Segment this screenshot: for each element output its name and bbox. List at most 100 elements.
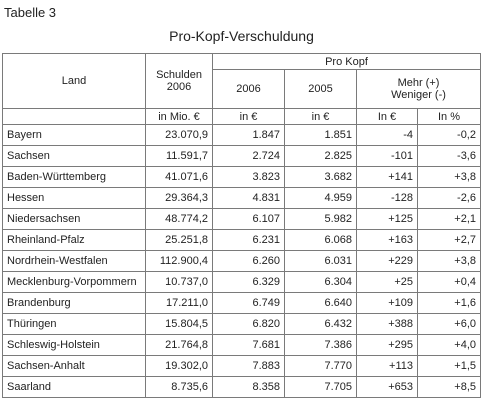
cell-diff-eur: +653 xyxy=(356,376,418,398)
header-year-2006: 2006 xyxy=(212,69,285,109)
header-difference: Mehr (+) Weniger (-) xyxy=(356,69,481,109)
table-row: Rheinland-Pfalz 25.251,8 6.231 6.068 +163 +2,… xyxy=(2,229,481,251)
unit-schulden: in Mio. € xyxy=(145,108,213,125)
table-row: Mecklenburg-Vorpommern 10.737,0 6.329 6.304… xyxy=(2,271,481,293)
cell-schulden: 29.364,3 xyxy=(145,187,213,209)
table-title: Pro-Kopf-Verschuldung xyxy=(169,28,314,44)
unit-2005: in € xyxy=(284,108,357,125)
cell-per-capita-2006: 7.681 xyxy=(212,334,285,356)
cell-per-capita-2006: 6.231 xyxy=(212,229,285,251)
cell-per-capita-2006: 1.847 xyxy=(212,124,285,146)
cell-land: Niedersachsen xyxy=(2,208,146,230)
table-row: Sachsen-Anhalt 19.302,0 7.883 7.770 +113 +1,5 xyxy=(2,355,481,377)
header-diff-line1: Mehr (+) xyxy=(397,77,440,89)
cell-per-capita-2005: 2.825 xyxy=(284,145,357,167)
cell-diff-eur: +163 xyxy=(356,229,418,251)
table-body: Bayern 23.070,9 1.847 1.851 -4 -0,2 Sachsen 11.… xyxy=(2,124,481,398)
cell-schulden: 11.591,7 xyxy=(145,145,213,167)
cell-diff-pct: +2,1 xyxy=(417,208,481,230)
table-row: Niedersachsen 48.774,2 6.107 5.982 +125 +2,1 xyxy=(2,208,481,230)
cell-land: Saarland xyxy=(2,376,146,398)
cell-diff-pct: -0,2 xyxy=(417,124,481,146)
cell-per-capita-2005: 6.031 xyxy=(284,250,357,272)
cell-per-capita-2005: 4.959 xyxy=(284,187,357,209)
cell-per-capita-2005: 7.770 xyxy=(284,355,357,377)
header-diff-line2: Weniger (-) xyxy=(391,89,446,101)
cell-land: Hessen xyxy=(2,187,146,209)
cell-per-capita-2006: 6.329 xyxy=(212,271,285,293)
header-year-2005: 2005 xyxy=(284,69,357,109)
cell-diff-eur: +109 xyxy=(356,292,418,314)
unit-blank xyxy=(2,108,146,125)
cell-diff-eur: -128 xyxy=(356,187,418,209)
table-row: Nordrhein-Westfalen 112.900,4 6.260 6.031 +2… xyxy=(2,250,481,272)
cell-diff-pct: +3,8 xyxy=(417,250,481,272)
cell-land: Nordrhein-Westfalen xyxy=(2,250,146,272)
cell-per-capita-2005: 3.682 xyxy=(284,166,357,188)
table-row: Baden-Württemberg 41.071,6 3.823 3.682 +141 +… xyxy=(2,166,481,188)
cell-diff-pct: -3,6 xyxy=(417,145,481,167)
cell-schulden: 17.211,0 xyxy=(145,292,213,314)
cell-land: Bayern xyxy=(2,124,146,146)
cell-diff-eur: +295 xyxy=(356,334,418,356)
cell-per-capita-2005: 6.304 xyxy=(284,271,357,293)
cell-per-capita-2006: 6.260 xyxy=(212,250,285,272)
cell-diff-pct: +0,4 xyxy=(417,271,481,293)
cell-diff-eur: +141 xyxy=(356,166,418,188)
unit-diff-pct: In % xyxy=(417,108,481,125)
cell-diff-pct: +6,0 xyxy=(417,313,481,335)
table-row: Brandenburg 17.211,0 6.749 6.640 +109 +1,6 xyxy=(2,292,481,314)
cell-land: Mecklenburg-Vorpommern xyxy=(2,271,146,293)
cell-per-capita-2006: 2.724 xyxy=(212,145,285,167)
cell-per-capita-2005: 6.640 xyxy=(284,292,357,314)
cell-diff-pct: +8,5 xyxy=(417,376,481,398)
cell-schulden: 48.774,2 xyxy=(145,208,213,230)
cell-diff-eur: -101 xyxy=(356,145,418,167)
cell-diff-pct: -2,6 xyxy=(417,187,481,209)
cell-land: Rheinland-Pfalz xyxy=(2,229,146,251)
cell-land: Thüringen xyxy=(2,313,146,335)
table-row: Sachsen 11.591,7 2.724 2.825 -101 -3,6 xyxy=(2,145,481,167)
header-schulden: Schulden 2006 xyxy=(145,53,213,109)
table-label: Tabelle 3 xyxy=(4,5,57,20)
cell-diff-eur: +125 xyxy=(356,208,418,230)
cell-diff-eur: +25 xyxy=(356,271,418,293)
cell-per-capita-2006: 6.749 xyxy=(212,292,285,314)
cell-land: Sachsen xyxy=(2,145,146,167)
table-row: Schleswig-Holstein 21.764,8 7.681 7.386 +295… xyxy=(2,334,481,356)
cell-per-capita-2006: 6.820 xyxy=(212,313,285,335)
cell-per-capita-2006: 4.831 xyxy=(212,187,285,209)
unit-2006: in € xyxy=(212,108,285,125)
table-row: Bayern 23.070,9 1.847 1.851 -4 -0,2 xyxy=(2,124,481,146)
cell-diff-eur: +388 xyxy=(356,313,418,335)
table-row: Saarland 8.735,6 8.358 7.705 +653 +8,5 xyxy=(2,376,481,398)
cell-per-capita-2006: 8.358 xyxy=(212,376,285,398)
cell-diff-pct: +4,0 xyxy=(417,334,481,356)
header-land: Land xyxy=(2,53,146,109)
cell-schulden: 41.071,6 xyxy=(145,166,213,188)
cell-land: Brandenburg xyxy=(2,292,146,314)
cell-schulden: 10.737,0 xyxy=(145,271,213,293)
cell-per-capita-2005: 7.386 xyxy=(284,334,357,356)
cell-diff-pct: +3,8 xyxy=(417,166,481,188)
cell-diff-eur: +113 xyxy=(356,355,418,377)
cell-land: Schleswig-Holstein xyxy=(2,334,146,356)
cell-schulden: 23.070,9 xyxy=(145,124,213,146)
cell-land: Baden-Württemberg xyxy=(2,166,146,188)
cell-diff-eur: -4 xyxy=(356,124,418,146)
header-schulden-line2: 2006 xyxy=(166,81,192,93)
cell-per-capita-2006: 6.107 xyxy=(212,208,285,230)
cell-schulden: 21.764,8 xyxy=(145,334,213,356)
cell-schulden: 8.735,6 xyxy=(145,376,213,398)
cell-per-capita-2005: 5.982 xyxy=(284,208,357,230)
cell-per-capita-2005: 6.068 xyxy=(284,229,357,251)
cell-schulden: 15.804,5 xyxy=(145,313,213,335)
cell-schulden: 19.302,0 xyxy=(145,355,213,377)
cell-diff-pct: +1,6 xyxy=(417,292,481,314)
cell-per-capita-2006: 7.883 xyxy=(212,355,285,377)
cell-diff-eur: +229 xyxy=(356,250,418,272)
cell-per-capita-2006: 3.823 xyxy=(212,166,285,188)
cell-schulden: 112.900,4 xyxy=(145,250,213,272)
cell-land: Sachsen-Anhalt xyxy=(2,355,146,377)
table-row: Hessen 29.364,3 4.831 4.959 -128 -2,6 xyxy=(2,187,481,209)
